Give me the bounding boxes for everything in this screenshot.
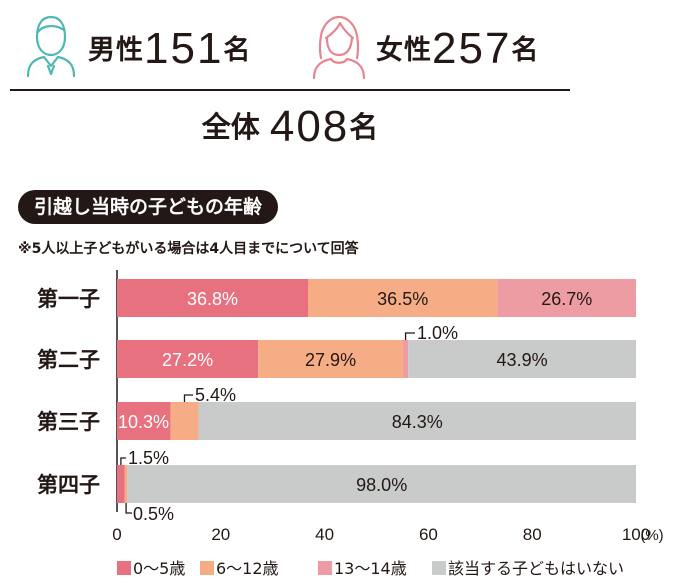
legend-label-4: 該当する子どもはいない xyxy=(448,559,624,578)
total-unit: 名 xyxy=(349,110,379,144)
female-label: 女性 xyxy=(376,35,432,66)
leader-3-2 xyxy=(183,394,193,402)
data-label-1-3: 26.7% xyxy=(541,289,592,309)
footnote: ※5人以上子どもがいる場合は4人目までについて回答 xyxy=(18,241,359,257)
data-label-2-3: 1.0% xyxy=(417,323,458,343)
bar-segment-4-4 xyxy=(127,465,636,503)
legend-swatch-1 xyxy=(117,561,131,575)
bar-segment-2-4 xyxy=(408,340,636,378)
bar-segment-4-1 xyxy=(117,465,125,503)
legend-swatch-2 xyxy=(200,561,214,575)
data-label-2-2: 27.9% xyxy=(305,350,356,370)
bar-segment-2-2 xyxy=(258,340,403,378)
female-unit: 名 xyxy=(511,35,540,66)
x-tick-label-80: 80 xyxy=(523,525,542,544)
legend-swatch-4 xyxy=(432,561,446,575)
total-stat: 全体 408名 xyxy=(0,102,580,152)
data-label-1-2: 36.5% xyxy=(377,289,428,309)
bar-segment-1-1 xyxy=(117,279,308,317)
x-tick-label-100: 100 xyxy=(622,525,650,544)
female-stat: 女性257名 xyxy=(376,24,539,74)
data-label-3-1: 10.3% xyxy=(118,412,169,432)
data-label-1-1: 36.8% xyxy=(187,289,238,309)
bar-segment-1-2 xyxy=(307,279,498,317)
bar-segment-2-1 xyxy=(117,340,259,378)
female-icon xyxy=(312,15,366,80)
leader-4-1 xyxy=(120,457,126,465)
bar-segment-4-2 xyxy=(124,465,128,503)
leader-2-3 xyxy=(404,332,415,340)
male-count: 151 xyxy=(144,24,224,73)
category-label-3: 第三子 xyxy=(37,410,100,434)
x-tick-label-0: 0 xyxy=(112,525,121,544)
category-label-1: 第一子 xyxy=(37,287,100,311)
legend-swatch-3 xyxy=(318,561,332,575)
section-title: 引越し当時の子どもの年齢 xyxy=(18,190,279,224)
legend-label-1: 0〜5歳 xyxy=(133,559,185,578)
data-label-2-1: 27.2% xyxy=(162,350,213,370)
bar-segment-3-1 xyxy=(117,402,171,440)
x-tick-label-60: 60 xyxy=(419,525,438,544)
data-label-3-4: 84.3% xyxy=(392,412,443,432)
data-label-4-4: 98.0% xyxy=(356,475,407,495)
x-tick-label-20: 20 xyxy=(211,525,230,544)
category-label-2: 第二子 xyxy=(37,348,100,372)
bar-segment-3-2 xyxy=(170,402,199,440)
female-count: 257 xyxy=(432,24,512,73)
bar-segment-1-3 xyxy=(497,279,636,317)
total-count: 408 xyxy=(269,102,350,151)
legend-label-2: 6〜12歳 xyxy=(216,559,279,578)
x-tick-label-40: 40 xyxy=(315,525,334,544)
male-icon xyxy=(26,15,76,78)
male-unit: 名 xyxy=(223,35,252,66)
data-label-3-2: 5.4% xyxy=(195,385,236,405)
category-label-4: 第四子 xyxy=(37,473,100,497)
x-axis-unit: (%) xyxy=(640,527,663,544)
male-label: 男性 xyxy=(88,35,144,66)
bar-segment-2-3 xyxy=(402,340,409,378)
data-label-2-4: 43.9% xyxy=(497,350,548,370)
legend-label-3: 13〜14歳 xyxy=(334,559,407,578)
header-divider xyxy=(10,89,570,91)
data-label-4-1: 1.5% xyxy=(128,448,169,468)
bar-segment-3-4 xyxy=(198,402,636,440)
leader-4-2 xyxy=(125,503,133,514)
male-stat: 男性151名 xyxy=(88,24,251,74)
total-label: 全体 xyxy=(201,110,260,144)
data-label-4-2: 0.5% xyxy=(133,504,174,524)
